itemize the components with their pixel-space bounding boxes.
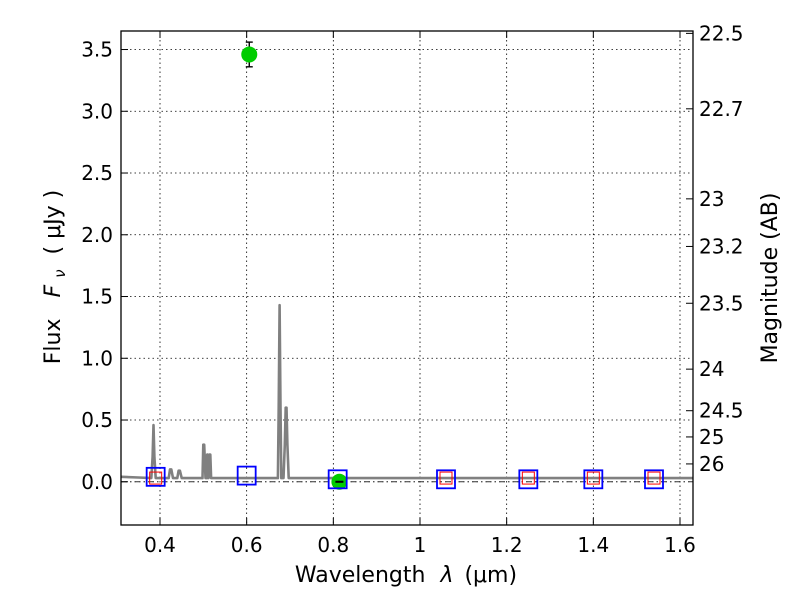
x-tick-label: 1.2: [491, 533, 523, 557]
upper-limit-marker: [647, 471, 661, 485]
y-axis-label: Flux F ν ( μJy ): [41, 190, 71, 364]
y-tick-label: 3.5: [81, 38, 113, 62]
model-photometry-marker: [644, 469, 664, 490]
model-photometry-marker: [518, 469, 539, 490]
y-tick-label: 0.5: [81, 408, 113, 432]
grid: [121, 31, 693, 525]
y-tick-label: 0.0: [81, 470, 113, 494]
magnitude-tick-label: 24: [699, 357, 724, 381]
x-tick-label: 1: [414, 533, 427, 557]
magnitude-tick-label: 22.5: [699, 21, 744, 45]
y-axis-label-unit: ( μJy ): [41, 190, 66, 255]
x-tick-label: 0.6: [231, 533, 263, 557]
x-axis-label-symbol: λ: [439, 563, 453, 588]
y-tick-label: 1.0: [81, 346, 113, 370]
x-axis-label-text: Wavelength: [295, 563, 426, 588]
model-spectrum-layer: [120, 303, 693, 480]
y-tick-label: 2.0: [81, 223, 113, 247]
detection-point: [241, 46, 258, 63]
model-photometry-marker: [145, 466, 166, 487]
model-photometry-marker: [327, 469, 348, 490]
plot-frame: [120, 30, 694, 526]
magnitude-tick-label: 25: [699, 425, 724, 449]
magnitude-tick-label: 22.7: [699, 97, 744, 121]
x-tick-label: 1.6: [664, 533, 696, 557]
model-photometry-marker: [236, 465, 257, 486]
model-photometry-marker: [436, 469, 456, 490]
upper-limit-marker: [149, 471, 163, 485]
magnitude-tick-label: 23.5: [699, 291, 744, 315]
x-axis-label: Wavelength λ (μm): [295, 563, 517, 588]
upper-limit-marker: [586, 471, 600, 485]
ticks: [121, 31, 693, 525]
x-axis-label-unit: (μm): [464, 563, 517, 588]
magnitude-tick-label: 26: [699, 452, 724, 476]
model-spectrum-line: [120, 303, 693, 480]
y-axis-label-text: Flux: [41, 318, 66, 364]
y-tick-label: 3.0: [81, 99, 113, 123]
markers-layer: [145, 41, 664, 490]
x-tick-label: 0.8: [317, 533, 349, 557]
upper-limit-marker: [521, 471, 535, 485]
model-photometry-marker: [583, 469, 604, 490]
y-tick-label: 2.5: [81, 161, 113, 185]
magnitude-tick-label: 23: [699, 187, 724, 211]
tick-labels: 0.4 0.6 0.8 1 1.2 1.4 1.6 0.0 0.5 1.0 1.5 2.0 2.5 3.0…: [81, 21, 743, 557]
x-tick-label: 1.4: [577, 533, 609, 557]
y-axis-label-subscript: ν: [51, 269, 69, 277]
y-tick-label: 1.5: [81, 285, 113, 309]
magnitude-tick-label: 23.2: [699, 234, 744, 258]
magnitude-axis-label: Magnitude (AB): [758, 193, 783, 364]
upper-limit-marker: [439, 471, 453, 485]
y-axis-label-symbol: F: [41, 284, 66, 297]
x-tick-label: 0.4: [144, 533, 176, 557]
magnitude-tick-label: 24.5: [699, 399, 744, 423]
